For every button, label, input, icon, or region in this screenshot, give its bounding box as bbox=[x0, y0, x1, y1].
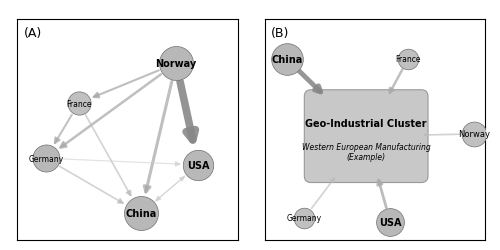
Point bbox=[75, 102, 83, 105]
Text: France: France bbox=[66, 99, 92, 108]
Point bbox=[282, 58, 290, 62]
Point bbox=[404, 58, 412, 62]
Text: Geo-Industrial Cluster: Geo-Industrial Cluster bbox=[306, 118, 427, 128]
Text: (B): (B) bbox=[271, 26, 289, 40]
Point bbox=[137, 212, 145, 216]
Text: Germany: Germany bbox=[28, 154, 64, 163]
Text: (A): (A) bbox=[24, 26, 42, 40]
Text: USA: USA bbox=[379, 218, 402, 228]
Point bbox=[300, 216, 308, 220]
Point bbox=[470, 132, 478, 136]
Text: USA: USA bbox=[187, 160, 210, 170]
Text: China: China bbox=[125, 208, 156, 218]
FancyBboxPatch shape bbox=[304, 90, 428, 183]
Point bbox=[42, 156, 50, 160]
Text: Norway: Norway bbox=[458, 130, 490, 139]
Point bbox=[386, 220, 394, 224]
Point bbox=[194, 163, 202, 167]
Text: Norway: Norway bbox=[156, 59, 196, 69]
Point bbox=[172, 62, 180, 66]
Text: France: France bbox=[396, 55, 421, 64]
Text: Germany: Germany bbox=[287, 214, 322, 222]
Text: Western European Manufacturing
(Example): Western European Manufacturing (Example) bbox=[302, 142, 430, 162]
Text: China: China bbox=[271, 54, 302, 64]
